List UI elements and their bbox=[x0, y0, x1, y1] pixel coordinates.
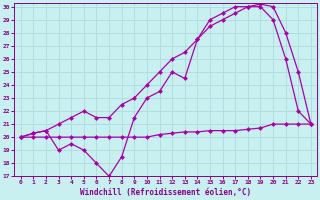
X-axis label: Windchill (Refroidissement éolien,°C): Windchill (Refroidissement éolien,°C) bbox=[80, 188, 252, 197]
